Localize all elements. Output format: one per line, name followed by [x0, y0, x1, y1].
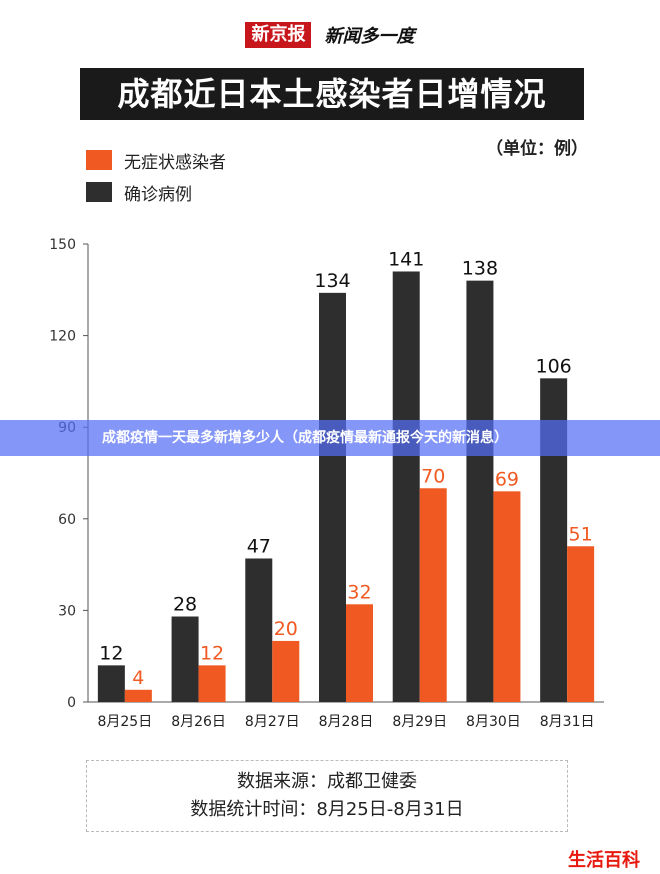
data-label-confirmed: 47: [247, 535, 271, 557]
y-tick-label: 0: [67, 695, 76, 711]
legend-swatch-asymptomatic: [86, 150, 112, 170]
data-label-asymptomatic: 12: [200, 642, 224, 664]
brand-header: 新京报 新闻多一度: [0, 22, 660, 52]
x-tick-label: 8月29日: [392, 714, 447, 730]
bar-asymptomatic: [346, 604, 373, 702]
bar-asymptomatic: [493, 491, 521, 702]
y-tick-label: 60: [58, 512, 76, 528]
bar-asymptomatic: [198, 665, 226, 702]
data-label-asymptomatic: 51: [569, 523, 593, 545]
chart-title: 成都近日本土感染者日增情况: [80, 68, 584, 120]
data-label-asymptomatic: 32: [347, 581, 371, 603]
source-line-period: 数据统计时间：8月25日-8月31日: [190, 799, 464, 820]
y-tick-label: 30: [58, 603, 76, 619]
source-line-origin: 数据来源：成都卫健委: [237, 771, 417, 792]
data-label-asymptomatic: 69: [495, 468, 519, 490]
data-label-confirmed: 106: [536, 355, 572, 377]
bar-confirmed: [245, 558, 273, 702]
bar-confirmed: [392, 271, 420, 702]
watermark-logo: 生活百科: [568, 850, 640, 871]
y-tick-label: 120: [49, 329, 76, 345]
data-label-confirmed: 138: [462, 258, 498, 280]
legend-item-confirmed: 确诊病例: [86, 180, 226, 205]
data-label-confirmed: 12: [99, 642, 123, 664]
y-tick-label: 150: [49, 237, 76, 253]
bar-confirmed: [171, 616, 199, 702]
data-label-confirmed: 28: [173, 594, 197, 616]
brand-logo: 新京报: [245, 22, 312, 48]
x-tick-label: 8月27日: [245, 714, 300, 730]
bar-confirmed: [319, 292, 346, 702]
data-label-asymptomatic: 20: [274, 618, 298, 640]
data-label-confirmed: 134: [314, 270, 350, 292]
bar-asymptomatic: [124, 689, 152, 702]
x-tick-label: 8月26日: [171, 714, 226, 730]
bar-asymptomatic: [272, 640, 300, 702]
data-label-asymptomatic: 4: [132, 667, 144, 689]
caption-overlay-text: 成都疫情一天最多新增多少人（成都疫情最新通报今天的新消息）: [102, 430, 508, 446]
data-label-asymptomatic: 70: [421, 465, 445, 487]
data-label-confirmed: 141: [388, 248, 424, 270]
legend-label-confirmed: 确诊病例: [124, 184, 192, 205]
legend-swatch-confirmed: [86, 182, 112, 202]
x-tick-label: 8月25日: [97, 714, 152, 730]
bar-confirmed: [466, 280, 494, 702]
x-tick-label: 8月31日: [540, 714, 595, 730]
brand-slogan: 新闻多一度: [324, 26, 415, 47]
unit-label: （单位：例）: [486, 139, 588, 159]
legend-item-asymptomatic: 无症状感染者: [86, 148, 226, 173]
x-tick-label: 8月28日: [319, 714, 374, 730]
bar-asymptomatic: [419, 488, 447, 702]
bar-confirmed: [97, 665, 125, 702]
x-tick-label: 8月30日: [466, 714, 521, 730]
source-box: 数据来源：成都卫健委 数据统计时间：8月25日-8月31日: [86, 760, 568, 832]
legend: 无症状感染者 确诊病例: [86, 148, 226, 212]
legend-label-asymptomatic: 无症状感染者: [124, 152, 226, 173]
bar-asymptomatic: [567, 546, 595, 702]
caption-overlay: 成都疫情一天最多新增多少人（成都疫情最新通报今天的新消息）: [0, 420, 660, 456]
